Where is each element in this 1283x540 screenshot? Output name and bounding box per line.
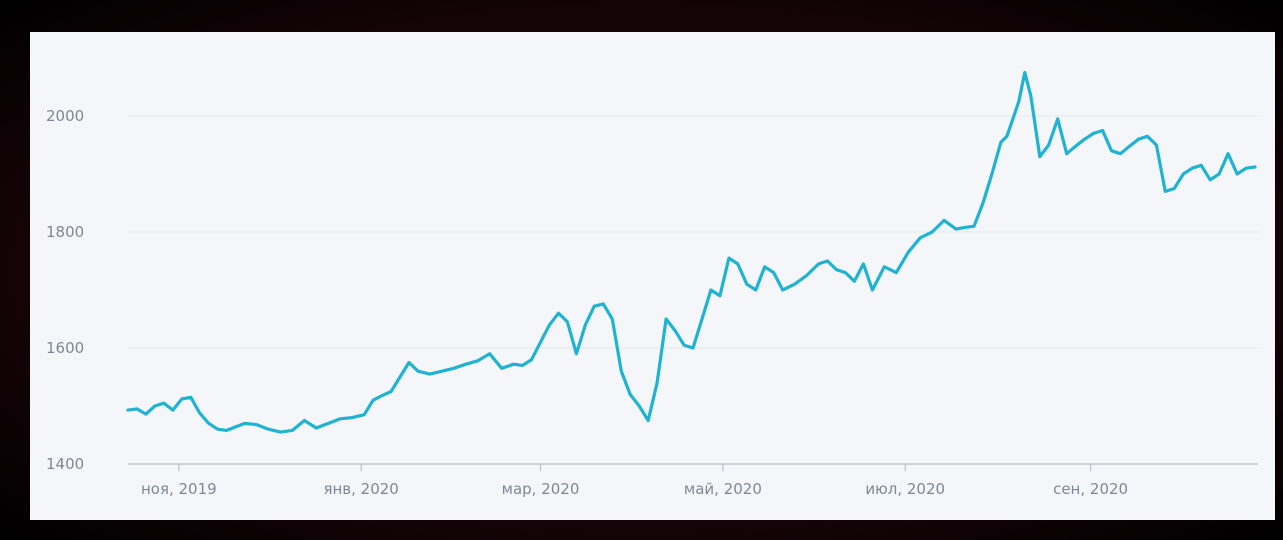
x-tick-label: сен, 2020 [1053, 480, 1128, 498]
series-line [126, 70, 1257, 434]
line-chart: 1400 1600 1800 2000 ноя, 2019 янв, 2020 мар, … [46, 70, 1258, 498]
y-tick-label: 1400 [46, 455, 84, 473]
plot-area [126, 70, 1257, 434]
y-tick-label: 2000 [46, 107, 84, 125]
chart-panel: 1400 1600 1800 2000 ноя, 2019 янв, 2020 мар, … [30, 32, 1275, 520]
y-tick-label: 1800 [46, 223, 84, 241]
y-tick-label: 1600 [46, 339, 84, 357]
x-tick-label: ноя, 2019 [141, 480, 217, 498]
grid-lines [128, 115, 1258, 465]
x-tick-label: янв, 2020 [323, 480, 398, 498]
x-tick-label: мар, 2020 [502, 480, 580, 498]
y-axis: 1400 1600 1800 2000 [46, 107, 84, 473]
x-axis: ноя, 2019 янв, 2020 мар, 2020 май, 2020 июл,… [141, 464, 1128, 498]
x-tick-label: май, 2020 [684, 480, 762, 498]
x-tick-label: июл, 2020 [865, 480, 945, 498]
